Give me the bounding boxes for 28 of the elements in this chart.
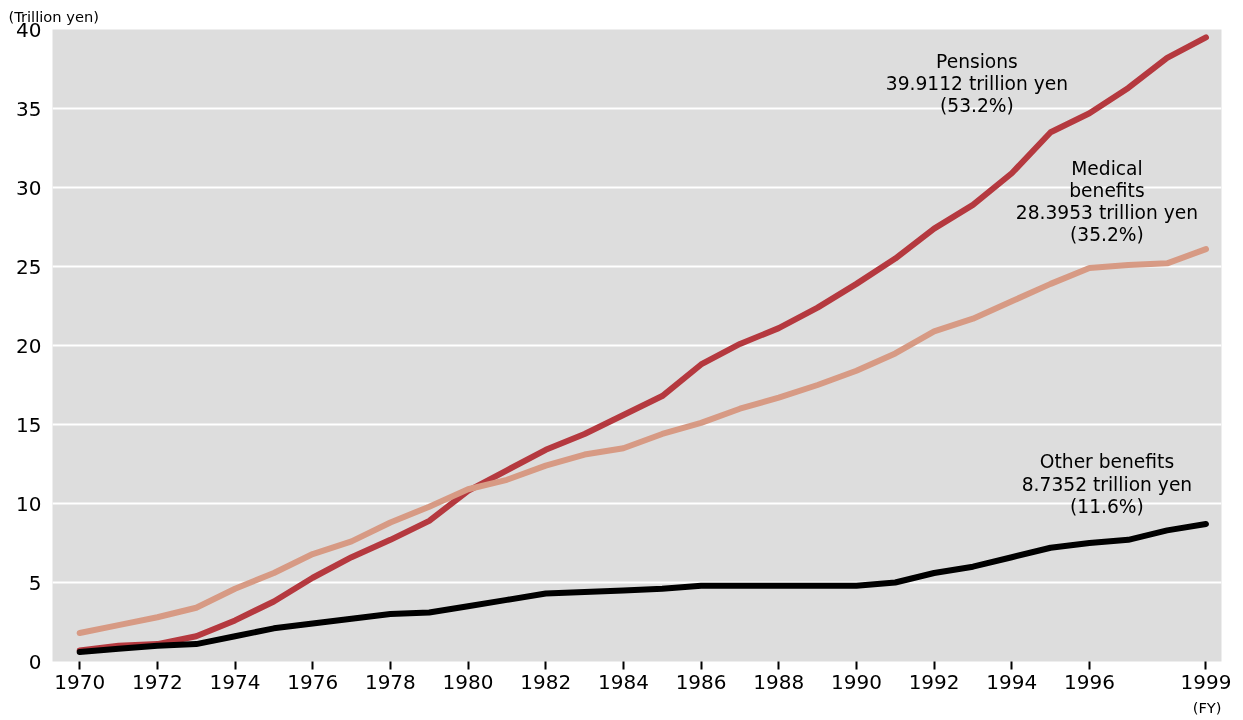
x-tick-label: 1980	[442, 669, 494, 694]
x-tick-label: 1990	[830, 669, 882, 694]
annotation: Pensions 39.9112 trillion yen (53.2%)	[885, 50, 1069, 116]
y-tick-label: 15	[16, 412, 42, 437]
x-tick-label: 1970	[54, 669, 106, 694]
y-tick-label: 30	[16, 175, 42, 200]
annotation: Medical benefits 28.3953 trillion yen (35.2%)	[1015, 157, 1199, 245]
annotation: Other benefits 8.7352 trillion yen (11.6%)	[1021, 451, 1193, 517]
x-axis-title: (FY)	[1192, 698, 1222, 716]
x-tick-label: 1982	[520, 669, 572, 694]
y-tick-label: 25	[16, 254, 42, 279]
y-axis-title: (Trillion yen)	[8, 7, 99, 25]
x-tick-label: 1988	[753, 669, 805, 694]
y-tick-label: 5	[28, 570, 42, 595]
y-tick-label: 20	[16, 333, 42, 358]
x-tick-label: 1992	[908, 669, 960, 694]
y-tick-label: 0	[28, 649, 42, 674]
y-tick-label: 10	[16, 491, 42, 516]
x-tick-label: 1986	[675, 669, 727, 694]
y-tick-label: 35	[16, 96, 42, 121]
x-tick-label: 1978	[364, 669, 416, 694]
x-tick-label: 1999	[1180, 669, 1232, 694]
x-tick-label: 1976	[287, 669, 339, 694]
x-tick-label: 1984	[597, 669, 649, 694]
x-tick-label: 1994	[986, 669, 1038, 694]
x-tick-label: 1972	[131, 669, 183, 694]
x-tick-label: 1974	[209, 669, 261, 694]
x-tick-label: 1996	[1064, 669, 1115, 694]
